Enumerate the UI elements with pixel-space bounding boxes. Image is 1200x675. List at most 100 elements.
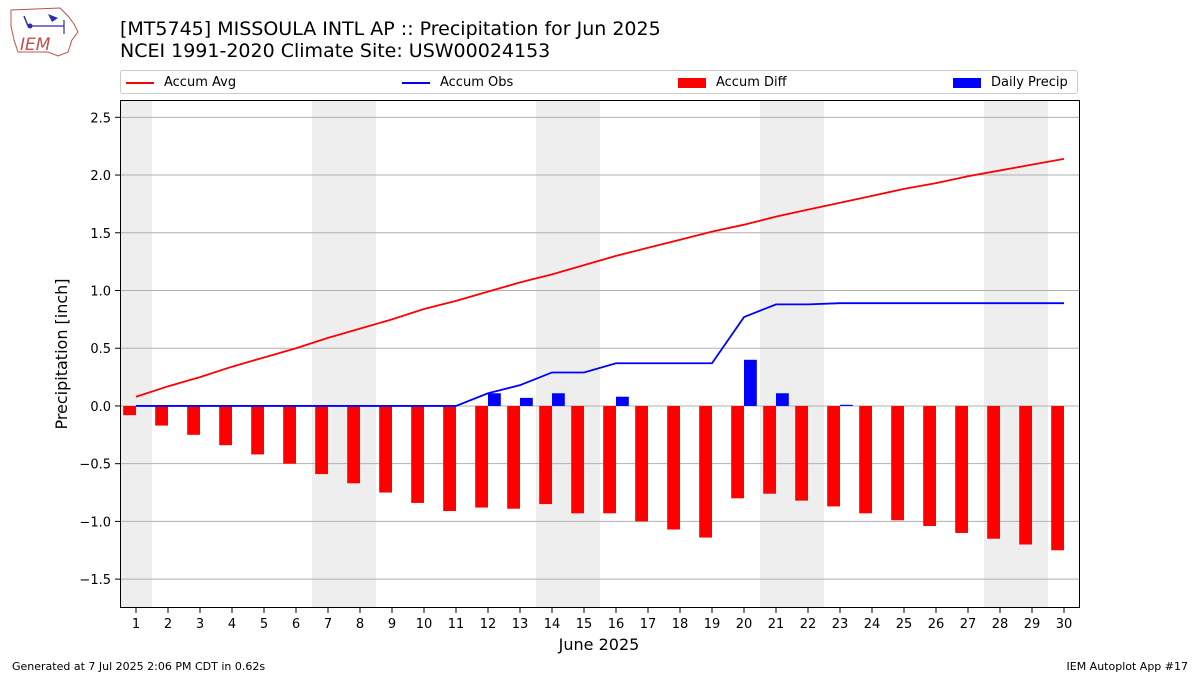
legend-swatch xyxy=(402,81,430,84)
legend-swatch xyxy=(126,81,154,84)
legend-item-accum-diff: Accum Diff xyxy=(678,74,787,92)
chart-subtitle: NCEI 1991-2020 Climate Site: USW00024153 xyxy=(120,40,551,62)
daily-precip-bar xyxy=(552,393,565,406)
daily-precip-bar xyxy=(488,393,501,406)
accum-diff-bar xyxy=(219,405,232,446)
accum-diff-bar xyxy=(475,405,488,508)
x-tick-label: 16 xyxy=(608,617,625,632)
accum-obs-line xyxy=(136,302,1064,407)
y-tick-label: −0.5 xyxy=(79,458,111,473)
x-tick-label: 25 xyxy=(896,617,913,632)
legend-swatch xyxy=(953,77,981,88)
accum-diff-bar xyxy=(443,405,456,512)
x-tick-label: 17 xyxy=(640,617,657,632)
accum-diff-bar xyxy=(155,405,168,426)
chart-title: [MT5745] MISSOULA INTL AP :: Precipitati… xyxy=(120,18,661,40)
legend-item-accum-avg: Accum Avg xyxy=(126,74,236,92)
x-tick-label: 24 xyxy=(864,617,881,632)
accum-diff-bar xyxy=(667,405,680,530)
x-tick-label: 2 xyxy=(164,617,172,632)
x-tick-label: 22 xyxy=(800,617,817,632)
x-tick-label: 28 xyxy=(992,617,1009,632)
accum-diff-bar xyxy=(763,405,776,494)
accum-diff-bar xyxy=(571,405,584,514)
legend-item-daily-precip: Daily Precip xyxy=(953,74,1068,92)
accum-diff-bar xyxy=(123,405,136,416)
x-tick-label: 19 xyxy=(704,617,721,632)
footer-app: IEM Autoplot App #17 xyxy=(1066,660,1189,673)
iem-logo: IEM xyxy=(8,6,80,58)
logo-text: IEM xyxy=(20,35,51,55)
accum-diff-bar xyxy=(1019,405,1032,545)
legend-label: Accum Avg xyxy=(164,75,237,90)
x-tick-label: 12 xyxy=(480,617,497,632)
daily-precip-bar xyxy=(616,396,629,406)
accum-diff-bar xyxy=(635,405,648,522)
daily-precip-bar xyxy=(520,397,533,406)
x-tick-label: 1 xyxy=(132,617,140,632)
y-tick-label: 2.0 xyxy=(90,169,111,184)
x-tick-label: 26 xyxy=(928,617,945,632)
daily-precip-bar xyxy=(840,404,853,406)
accum-diff-bar xyxy=(251,405,264,455)
x-tick-label: 11 xyxy=(448,617,465,632)
weekend-shade xyxy=(760,100,824,608)
x-tick-label: 13 xyxy=(512,617,529,632)
x-tick-label: 15 xyxy=(576,617,593,632)
accum-diff-bar xyxy=(923,405,936,527)
plot-frame xyxy=(120,100,1080,608)
y-tick-label: 0.0 xyxy=(90,400,111,415)
accum-diff-bar xyxy=(347,405,360,484)
x-tick-label: 4 xyxy=(228,617,236,632)
x-tick-label: 10 xyxy=(416,617,433,632)
accum-diff-bar xyxy=(987,405,1000,539)
x-tick-label: 8 xyxy=(356,617,364,632)
accum-diff-bar xyxy=(379,405,392,493)
daily-precip-bar xyxy=(744,359,757,406)
y-tick-label: −1.5 xyxy=(79,573,111,588)
accum-diff-bar xyxy=(827,405,840,507)
footer-generated: Generated at 7 Jul 2025 2:06 PM CDT in 0… xyxy=(12,660,266,673)
x-tick-label: 14 xyxy=(544,617,561,632)
x-tick-label: 23 xyxy=(832,617,849,632)
legend-label: Accum Diff xyxy=(716,75,787,90)
accum-diff-bar xyxy=(795,405,808,501)
accum-diff-bar xyxy=(1051,405,1064,551)
x-tick-label: 5 xyxy=(260,617,268,632)
accum-diff-bar xyxy=(955,405,968,533)
y-tick-label: −1.0 xyxy=(79,515,111,530)
accum-diff-bar xyxy=(603,405,616,514)
daily-precip-bar xyxy=(776,393,789,406)
accum-diff-bar xyxy=(283,405,296,464)
accum-diff-bar xyxy=(315,405,328,475)
accum-diff-bar xyxy=(539,405,552,505)
x-tick-label: 20 xyxy=(736,617,753,632)
y-tick-label: 2.5 xyxy=(90,111,111,126)
accum-avg-line xyxy=(135,157,1065,398)
legend-label: Accum Obs xyxy=(440,75,514,90)
accum-diff-bar xyxy=(187,405,200,435)
x-tick-label: 18 xyxy=(672,617,689,632)
accum-diff-bar xyxy=(699,405,712,538)
weekend-shade xyxy=(120,100,152,608)
accum-diff-bar xyxy=(891,405,904,521)
x-tick-label: 6 xyxy=(292,617,300,632)
x-axis-label: June 2025 xyxy=(558,635,640,654)
chart-legend: Accum Avg Accum Obs Accum Diff Daily Pre… xyxy=(120,70,1078,94)
accum-diff-bar xyxy=(731,405,744,499)
x-tick-label: 27 xyxy=(960,617,977,632)
weekend-shade xyxy=(536,100,600,608)
y-tick-label: 0.5 xyxy=(90,342,111,357)
y-axis-label: Precipitation [inch] xyxy=(52,278,71,429)
x-tick-label: 3 xyxy=(196,617,204,632)
accum-diff-bar xyxy=(507,405,520,509)
weekend-shade xyxy=(312,100,376,608)
legend-label: Daily Precip xyxy=(991,75,1068,90)
x-tick-label: 7 xyxy=(324,617,332,632)
x-tick-label: 9 xyxy=(388,617,396,632)
legend-item-accum-obs: Accum Obs xyxy=(402,74,513,92)
y-tick-label: 1.5 xyxy=(90,227,111,242)
y-tick-label: 1.0 xyxy=(90,285,111,300)
accum-diff-bar xyxy=(411,405,424,503)
